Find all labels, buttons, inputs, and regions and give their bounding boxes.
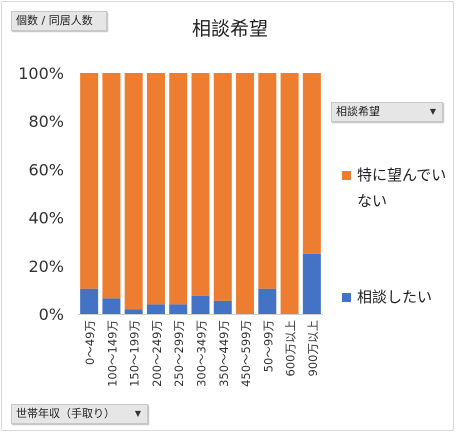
x-tick-label: 900万以上 [306, 320, 320, 376]
legend-item-not-wanted[interactable]: 特に望んでいない [357, 166, 447, 210]
y-tick-label: 60% [28, 160, 64, 179]
legend-swatch-not-wanted [342, 171, 351, 180]
bar-not-wanted[interactable] [258, 73, 277, 289]
y-tick-label: 80% [28, 112, 64, 131]
series-field-label: 相談希望 [336, 105, 380, 118]
x-tick-label: 350～449万 [217, 320, 231, 387]
x-tick-label: 450～599万 [239, 320, 253, 387]
bar-not-wanted[interactable] [236, 73, 255, 314]
bar-want-consult[interactable] [191, 295, 210, 314]
bar-want-consult[interactable] [258, 288, 277, 314]
axis-field-label: 世帯年収（手取り） [16, 407, 115, 420]
value-field-button[interactable]: 個数 / 同居人数 [11, 11, 107, 31]
x-tick-label: 0～49万 [83, 320, 97, 365]
axis-field-dropdown[interactable]: 世帯年収（手取り） ▼ [11, 404, 148, 424]
bar-not-wanted[interactable] [80, 73, 99, 289]
x-tick-label: 600万以上 [284, 320, 298, 376]
bar-not-wanted[interactable] [102, 73, 121, 299]
bar-not-wanted[interactable] [280, 73, 299, 314]
dropdown-arrow-icon[interactable]: ▼ [134, 409, 141, 418]
series-field-dropdown[interactable]: 相談希望 ▼ [331, 102, 443, 122]
bar-not-wanted[interactable] [302, 73, 321, 254]
legend-item-want-consult[interactable]: 相談したい [357, 288, 433, 306]
x-tick-label: 150～199万 [128, 320, 142, 387]
bar-want-consult[interactable] [80, 288, 99, 314]
x-tick-label: 200～249万 [150, 320, 164, 387]
bar-not-wanted[interactable] [191, 73, 210, 296]
legend-swatch-want-consult [342, 293, 351, 302]
y-tick-label: 100% [18, 64, 64, 83]
x-tick-label: 300～349万 [195, 320, 209, 387]
bar-want-consult[interactable] [124, 309, 143, 314]
y-tick-label: 0% [39, 305, 64, 324]
x-tick-label: 100～149万 [105, 320, 119, 387]
bar-not-wanted[interactable] [146, 73, 165, 305]
bar-want-consult[interactable] [302, 253, 321, 314]
bar-want-consult[interactable] [146, 304, 165, 314]
x-tick-label: 50～99万 [261, 320, 275, 372]
bar-not-wanted[interactable] [213, 73, 232, 301]
bar-want-consult[interactable] [102, 298, 121, 314]
y-tick-label: 20% [28, 257, 64, 276]
x-tick-label: 250～299万 [172, 320, 186, 387]
chart-title: 相談希望 [191, 18, 268, 40]
bar-want-consult[interactable] [169, 304, 188, 314]
dropdown-arrow-icon[interactable]: ▼ [429, 107, 436, 116]
y-tick-label: 40% [28, 209, 64, 228]
value-field-label: 個数 / 同居人数 [16, 14, 93, 27]
bar-want-consult[interactable] [213, 300, 232, 314]
bar-not-wanted[interactable] [169, 73, 188, 305]
bar-not-wanted[interactable] [124, 73, 143, 310]
